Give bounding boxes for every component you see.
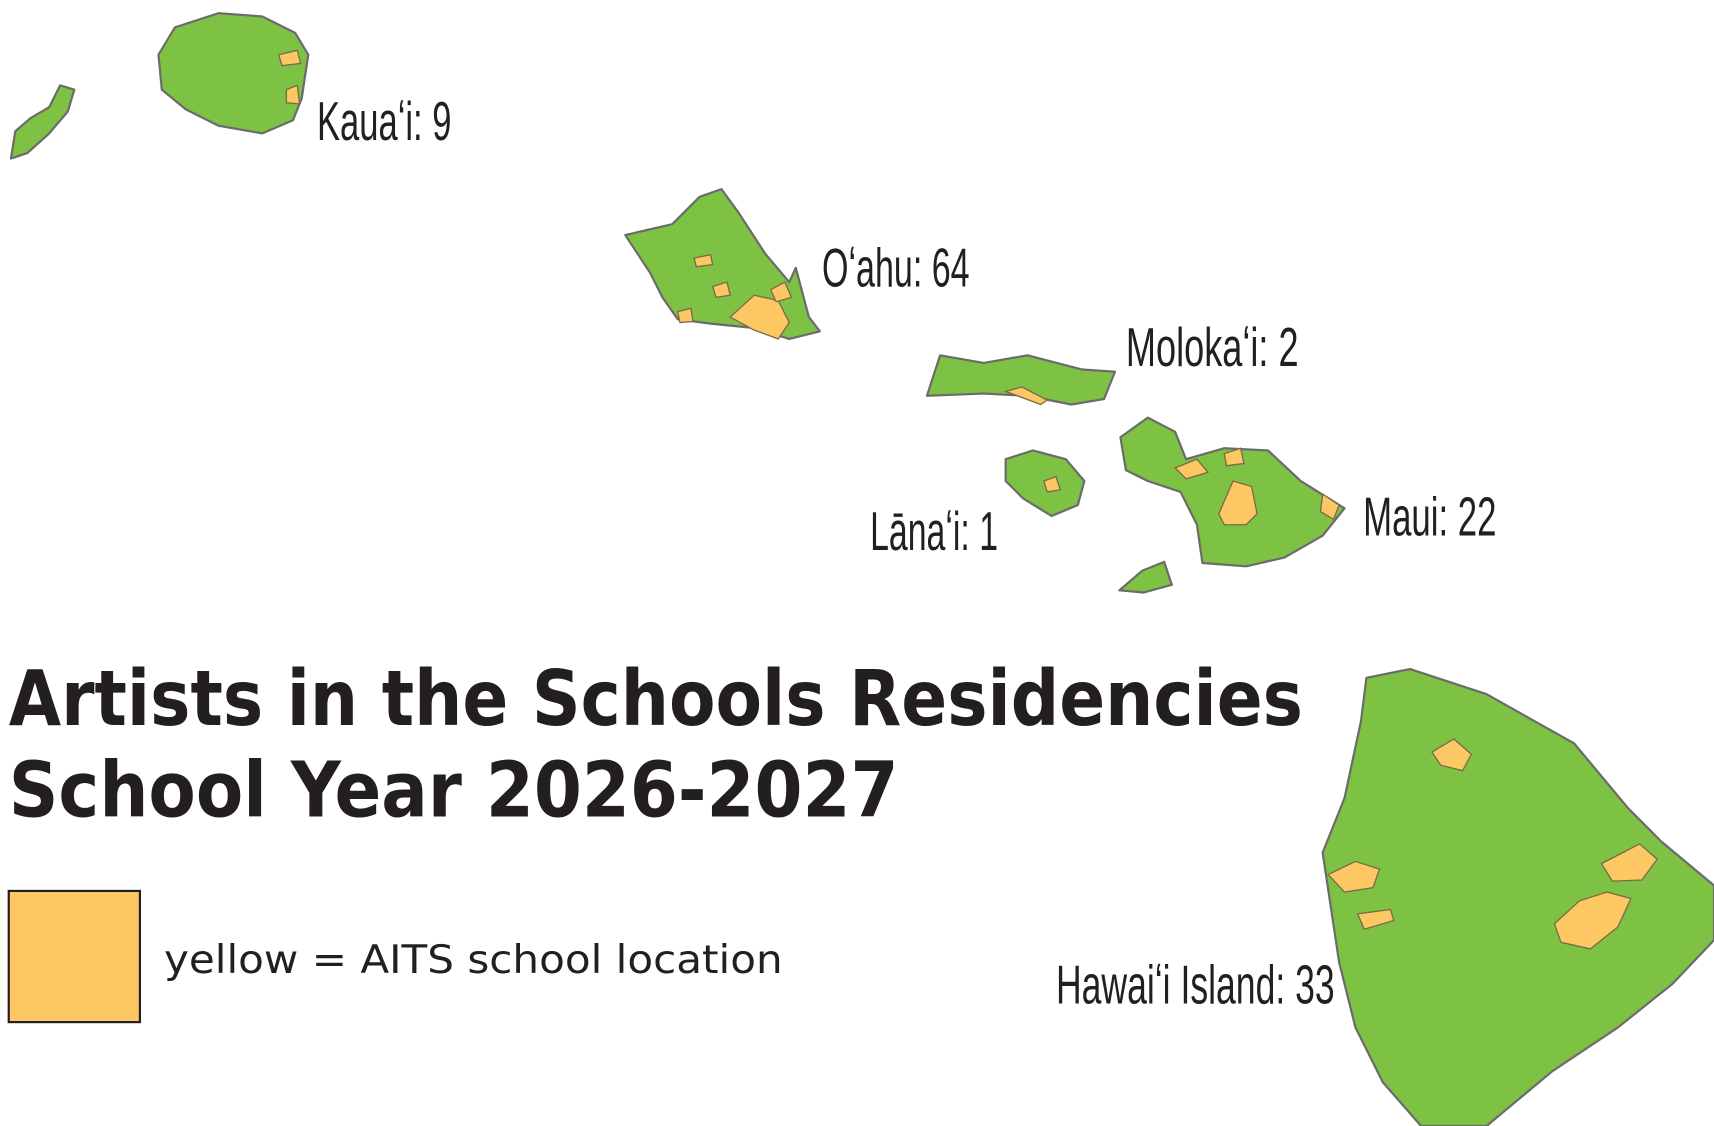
school-area	[1356, 908, 1395, 930]
island-label: Maui: 22	[1363, 487, 1496, 548]
island-label: Oʻahu: 64	[822, 237, 970, 298]
school-area	[1319, 492, 1340, 521]
school-area	[277, 49, 302, 67]
school-area	[769, 281, 793, 303]
school-area	[729, 294, 790, 340]
legend-text: yellow = AITS school location	[164, 937, 783, 983]
island-label: Kauaʻi: 9	[317, 91, 451, 152]
school-area	[711, 281, 732, 299]
school-area	[1218, 480, 1258, 526]
niihau	[9, 84, 76, 160]
school-area	[1327, 860, 1381, 893]
island-label: Lānaʻi: 1	[870, 501, 998, 562]
island-label: Molokaʻi: 2	[1126, 317, 1299, 378]
island-labels: Kauaʻi: 9 Oʻahu: 64 Molokaʻi: 2 Lānaʻi: …	[317, 91, 1496, 1016]
school-area	[1553, 891, 1632, 950]
title-line: School Year 2026-2027	[9, 747, 899, 836]
legend-swatch	[7, 889, 142, 1024]
school-area	[676, 307, 694, 324]
islands	[9, 12, 1714, 1126]
island-label: Hawaiʻi Island: 33	[1056, 955, 1335, 1016]
school-area	[1043, 475, 1062, 493]
school-area	[1431, 738, 1473, 772]
hawaii	[1321, 667, 1714, 1126]
kauai	[157, 12, 310, 135]
school-area	[1173, 458, 1210, 480]
molokai	[925, 354, 1117, 406]
kahoolawe	[1118, 560, 1173, 594]
school-area	[693, 253, 714, 268]
school-area	[1223, 447, 1245, 467]
oahu	[624, 188, 821, 341]
title-line: Artists in the Schools Residencies	[9, 655, 1303, 744]
school-area	[1003, 386, 1049, 406]
school-area	[1600, 843, 1659, 882]
school-area	[285, 84, 301, 105]
